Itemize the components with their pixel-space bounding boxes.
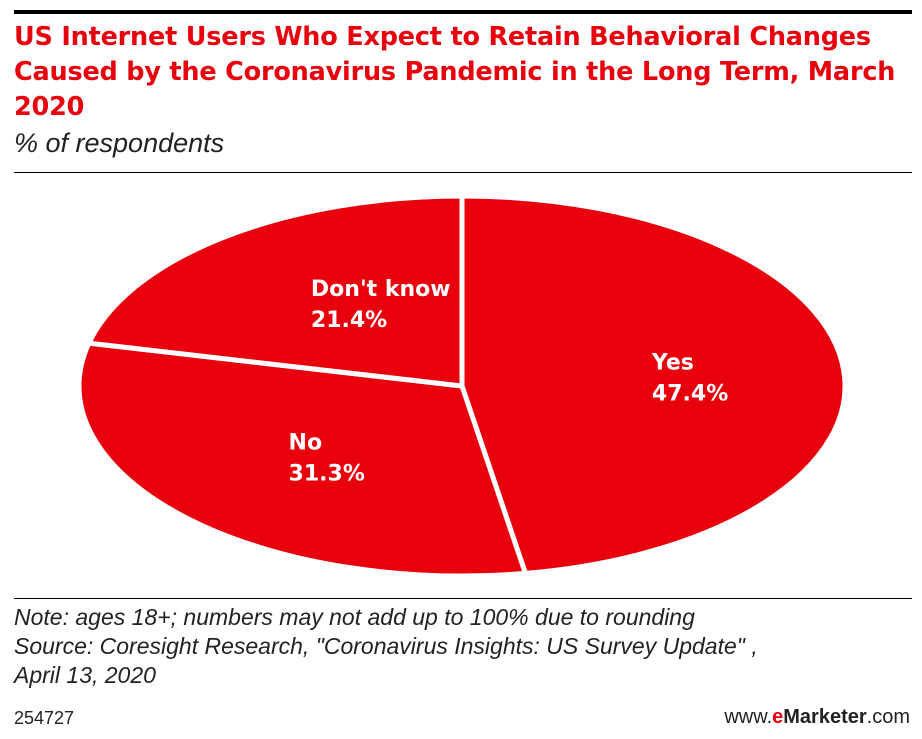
header-rule xyxy=(14,172,912,173)
emarketer-logo[interactable]: www.eMarketer.com xyxy=(724,706,910,729)
note-line: Note: ages 18+; numbers may not add up t… xyxy=(14,604,695,630)
footer-rule xyxy=(14,598,912,599)
pie-slice-don-t-know xyxy=(86,193,465,389)
chart-notes: Note: ages 18+; numbers may not add up t… xyxy=(14,603,909,690)
chart-title: US Internet Users Who Expect to Retain B… xyxy=(14,22,896,122)
source-line: Source: Coresight Research, "Coronavirus… xyxy=(14,633,758,659)
slice-category-label: Don't know xyxy=(311,277,451,302)
slice-value-label: 31.3% xyxy=(289,462,365,487)
pie-slice-no xyxy=(76,340,528,579)
brand-name: Marketer xyxy=(783,706,867,728)
brand-suffix: .com xyxy=(866,706,910,728)
source-date-line: April 13, 2020 xyxy=(14,662,156,688)
pie-chart: Yes 47.4% No 31.3% Don't know 21.4% xyxy=(76,193,848,579)
slice-category-label: Yes xyxy=(651,350,694,375)
brand-prefix: www. xyxy=(724,706,773,728)
slice-category-label: No xyxy=(289,431,323,456)
chart-id: 254727 xyxy=(14,708,75,728)
top-rule xyxy=(14,10,912,14)
slice-value-label: 21.4% xyxy=(311,308,387,333)
pie-slice-yes xyxy=(459,193,848,576)
chart-subtitle: % of respondents xyxy=(14,128,225,158)
brand-accent: e xyxy=(772,706,784,728)
slice-value-label: 47.4% xyxy=(652,381,728,406)
